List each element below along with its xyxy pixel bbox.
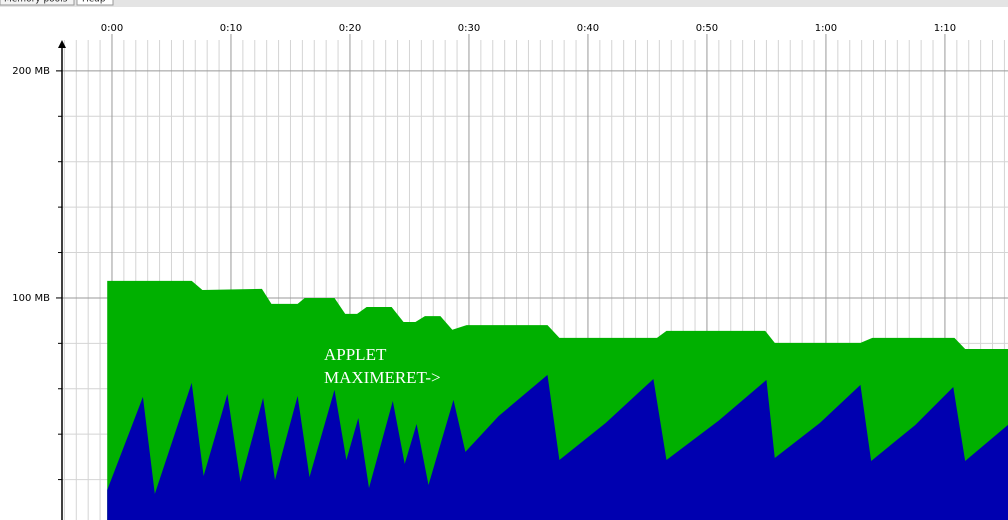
tab-label[interactable]: Memory pools bbox=[4, 0, 68, 5]
tab[interactable] bbox=[0, 0, 75, 6]
y-axis-arrow bbox=[58, 40, 66, 48]
x-tick-label: 0:50 bbox=[696, 23, 718, 34]
tab-bar bbox=[0, 0, 1008, 7]
y-tick-label: 200 MB bbox=[12, 66, 50, 77]
x-tick-label: 0:10 bbox=[220, 23, 242, 34]
annotation: MAXIMERET-> bbox=[324, 368, 441, 387]
memory-area bbox=[107, 374, 1008, 520]
tab-label[interactable]: Heap bbox=[82, 0, 106, 5]
x-tick-label: 0:20 bbox=[339, 23, 361, 34]
axes: 100 MB 200 MB 0:00 0:10 0:20 0:30 0:40 0:50 1:00… bbox=[12, 23, 956, 520]
x-tick-label: 1:10 bbox=[934, 23, 956, 34]
annotation: APPLET bbox=[324, 345, 387, 364]
x-tick-label: 0:30 bbox=[458, 23, 480, 34]
x-tick-label: 1:00 bbox=[815, 23, 837, 34]
y-tick-label: 100 MB bbox=[12, 293, 50, 304]
x-tick-label: 0:00 bbox=[101, 23, 123, 34]
tab[interactable] bbox=[76, 0, 114, 6]
x-tick-label: 0:40 bbox=[577, 23, 599, 34]
areas bbox=[107, 280, 1008, 520]
